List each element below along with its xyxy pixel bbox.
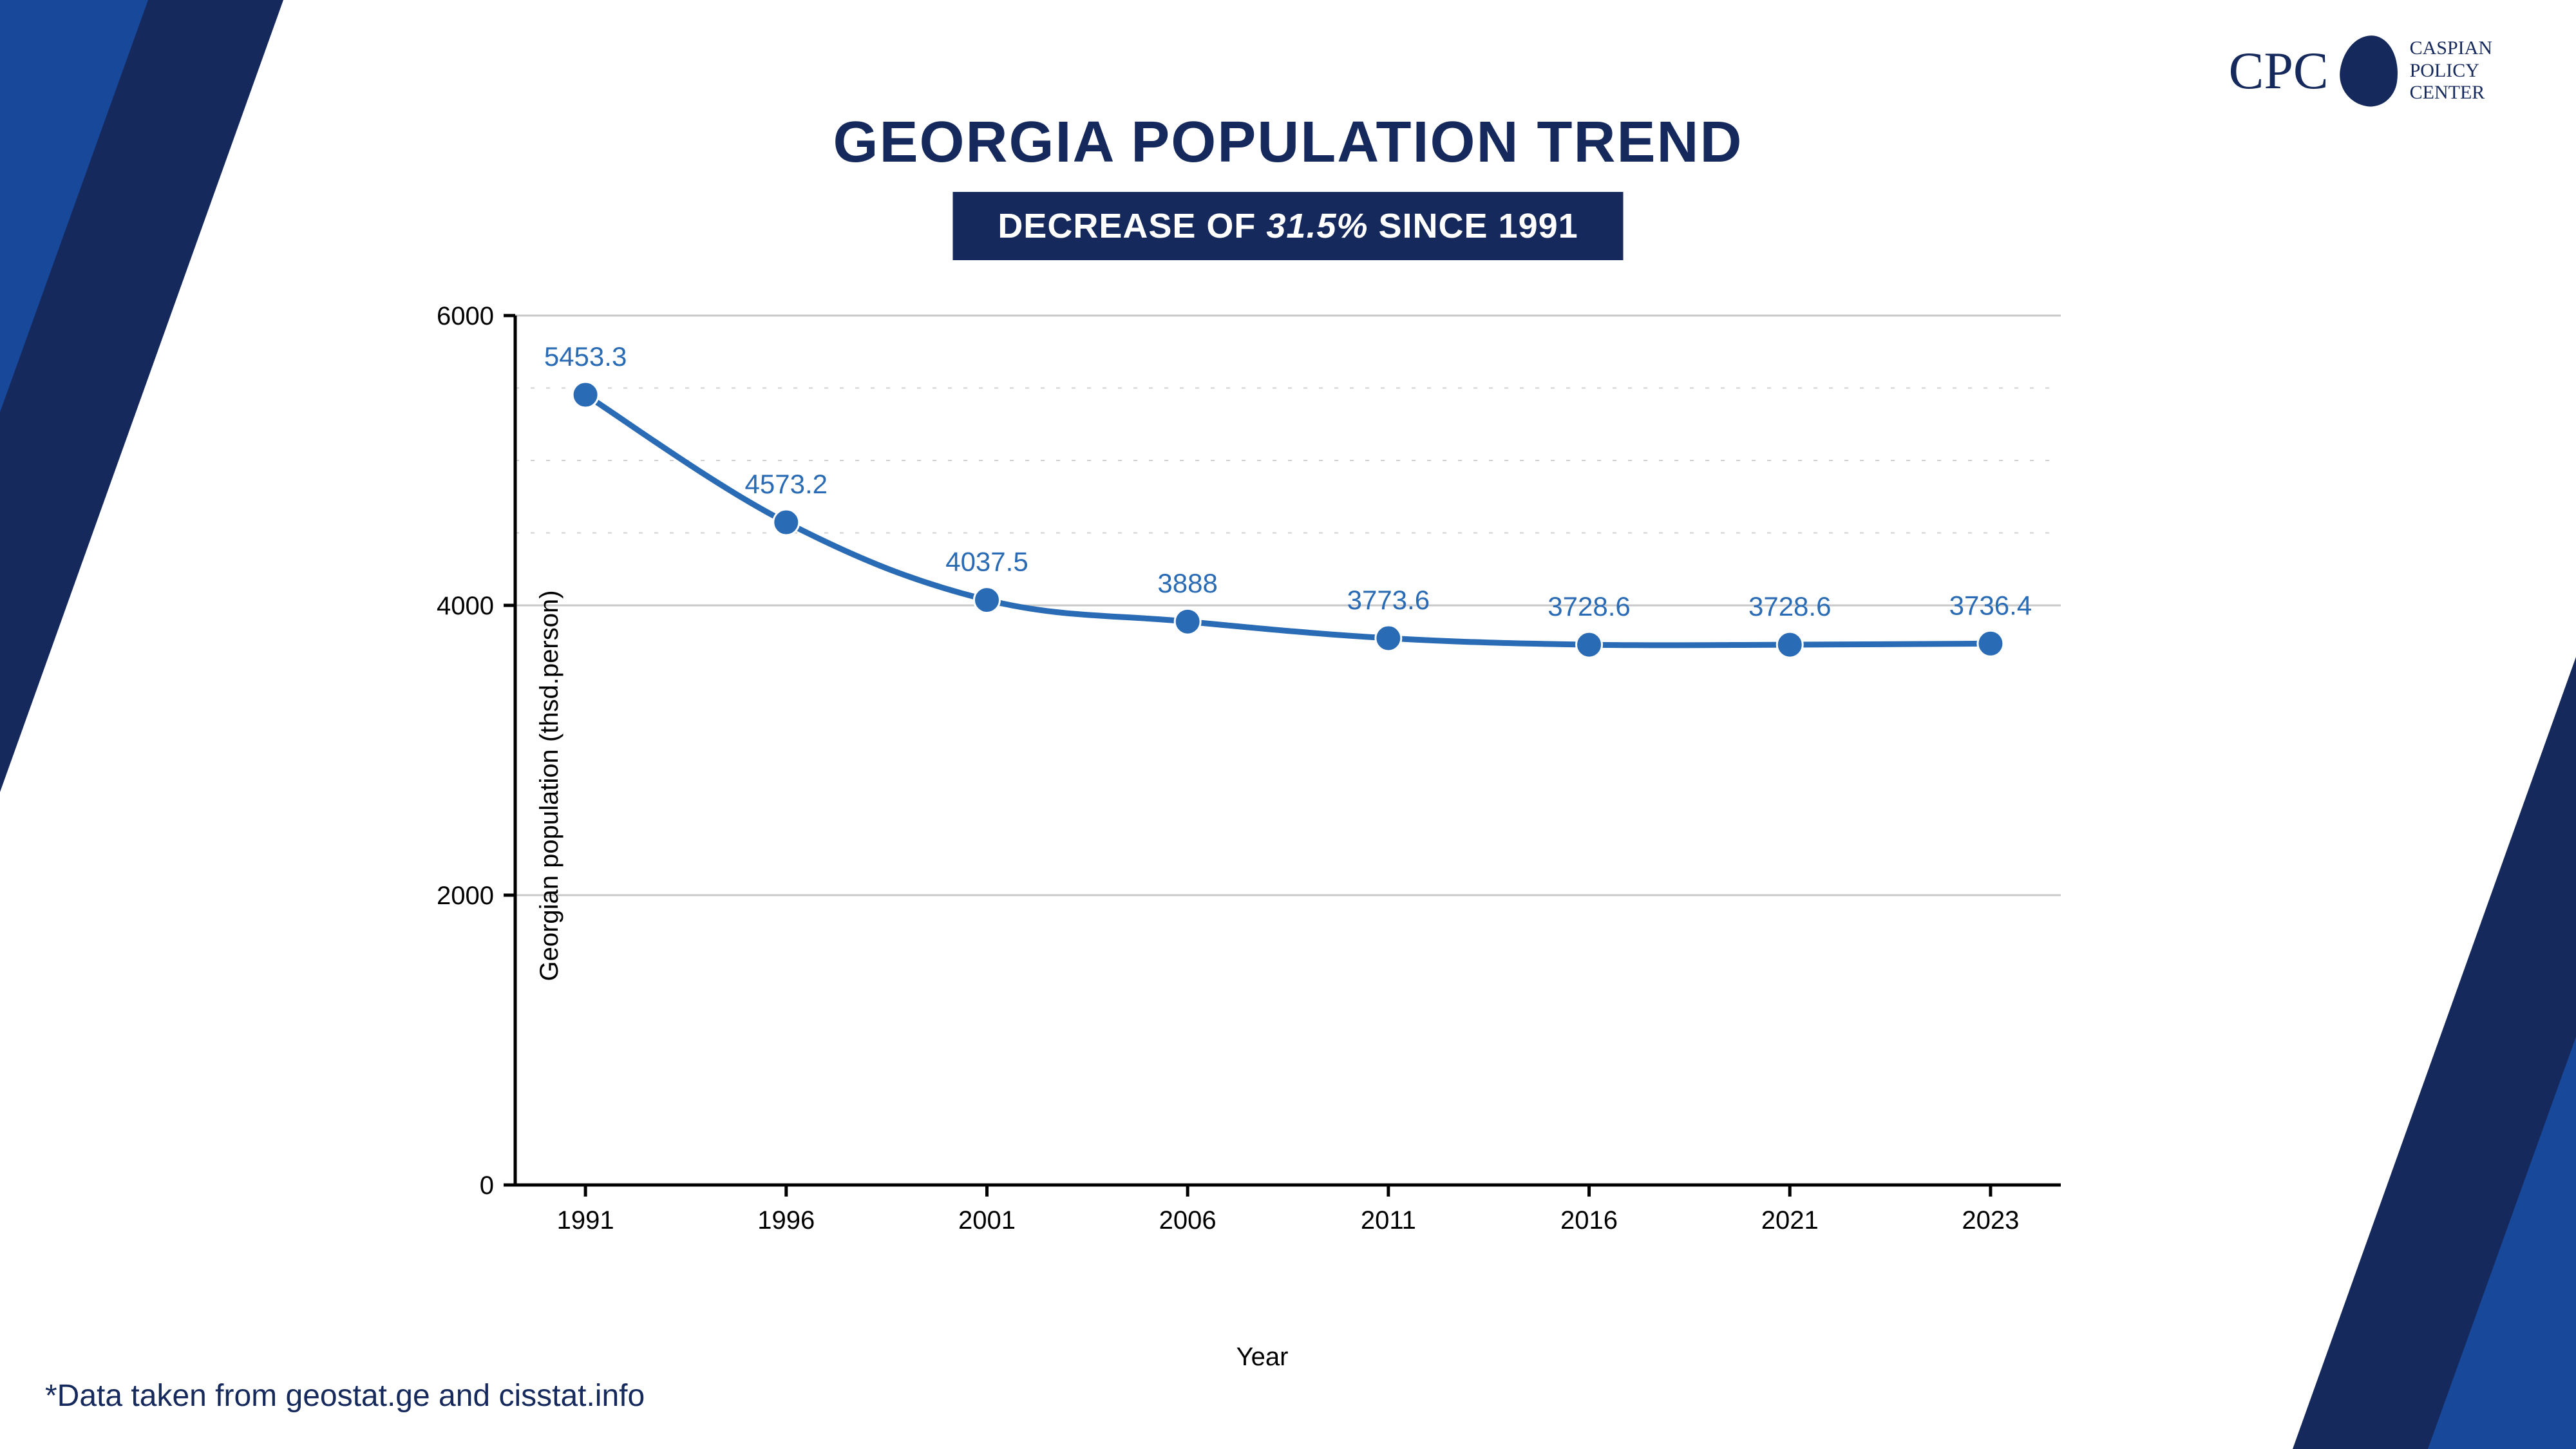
logo-abbrev: CPC: [2229, 41, 2329, 101]
svg-text:4573.2: 4573.2: [745, 469, 828, 499]
svg-text:2021: 2021: [1761, 1206, 1819, 1235]
subtitle-box: DECREASE OF 31.5% SINCE 1991: [952, 192, 1623, 260]
cpc-logo: CPC CASPIAN POLICY CENTER: [2229, 35, 2492, 106]
chart-svg: 0 2000 4000 6000 1991 1996 2001 2006 2011 2016 202…: [412, 303, 2112, 1269]
y-axis-title: Georgian population (thsd.person): [535, 590, 564, 981]
subtitle-text: DECREASE OF 31.5% SINCE 1991: [998, 207, 1578, 245]
svg-text:3888: 3888: [1157, 568, 1217, 598]
population-chart: Georgian population (thsd.person) Year 0…: [412, 303, 2112, 1269]
data-source-footnote: *Data taken from geostat.ge and cisstat.…: [45, 1378, 645, 1414]
svg-text:2023: 2023: [1962, 1206, 2019, 1235]
svg-text:2001: 2001: [958, 1206, 1016, 1235]
svg-text:2011: 2011: [1361, 1206, 1416, 1235]
svg-text:3736.4: 3736.4: [1949, 590, 2032, 620]
svg-text:4037.5: 4037.5: [945, 547, 1028, 577]
svg-text:2006: 2006: [1159, 1206, 1217, 1235]
main-title: GEORGIA POPULATION TREND: [833, 109, 1743, 176]
svg-text:2016: 2016: [1560, 1206, 1618, 1235]
title-block: GEORGIA POPULATION TREND DECREASE OF 31.…: [833, 109, 1743, 260]
caspian-map-icon: [2335, 32, 2402, 109]
x-axis-title: Year: [1236, 1343, 1289, 1372]
svg-text:4000: 4000: [437, 592, 494, 620]
svg-text:3728.6: 3728.6: [1548, 591, 1630, 621]
svg-text:6000: 6000: [437, 302, 494, 330]
logo-text: CASPIAN POLICY CENTER: [2410, 37, 2492, 104]
svg-text:1996: 1996: [757, 1206, 815, 1235]
svg-text:3728.6: 3728.6: [1748, 591, 1831, 621]
svg-text:3773.6: 3773.6: [1347, 585, 1430, 615]
svg-text:5453.3: 5453.3: [544, 341, 627, 372]
svg-text:2000: 2000: [437, 882, 494, 910]
svg-text:1991: 1991: [557, 1206, 614, 1235]
svg-text:0: 0: [480, 1171, 494, 1200]
